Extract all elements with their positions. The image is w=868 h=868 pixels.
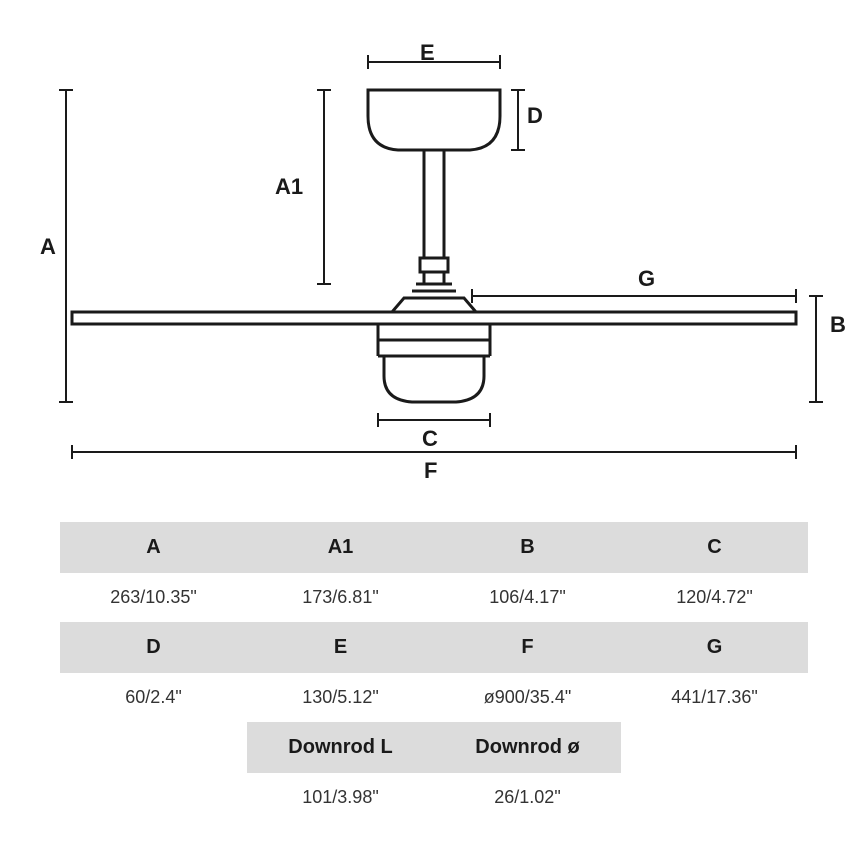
table-row-3-val: 101/3.98" 26/1.02" bbox=[60, 773, 808, 822]
table-row-2-val: 60/2.4" 130/5.12" ø900/35.4" 441/17.36" bbox=[60, 673, 808, 722]
table-row-1-val: 263/10.35" 173/6.81" 106/4.17" 120/4.72" bbox=[60, 573, 808, 622]
fan-diagram: E D A1 A G B C F bbox=[0, 0, 868, 490]
head-F: F bbox=[434, 622, 621, 673]
val-downrod-L: 101/3.98" bbox=[247, 773, 434, 822]
val-E: 130/5.12" bbox=[247, 673, 434, 722]
table-row-1-head: A A1 B C bbox=[60, 522, 808, 573]
head-B: B bbox=[434, 522, 621, 573]
head-C: C bbox=[621, 522, 808, 573]
val-A: 263/10.35" bbox=[60, 573, 247, 622]
head-A1: A1 bbox=[247, 522, 434, 573]
val-C: 120/4.72" bbox=[621, 573, 808, 622]
val-F: ø900/35.4" bbox=[434, 673, 621, 722]
label-A1: A1 bbox=[275, 174, 303, 200]
val-A1: 173/6.81" bbox=[247, 573, 434, 622]
head-E: E bbox=[247, 622, 434, 673]
label-A: A bbox=[40, 234, 56, 260]
dimensions-table: A A1 B C 263/10.35" 173/6.81" 106/4.17" … bbox=[60, 522, 808, 822]
table-row-3-head: Downrod L Downrod ø bbox=[60, 722, 808, 773]
label-G: G bbox=[638, 266, 655, 292]
label-C: C bbox=[422, 426, 438, 452]
label-F: F bbox=[424, 458, 437, 484]
val-B: 106/4.17" bbox=[434, 573, 621, 622]
head-downrod-L: Downrod L bbox=[247, 722, 434, 773]
label-E: E bbox=[420, 40, 435, 66]
head-A: A bbox=[60, 522, 247, 573]
label-D: D bbox=[527, 103, 543, 129]
val-G: 441/17.36" bbox=[621, 673, 808, 722]
table-row-2-head: D E F G bbox=[60, 622, 808, 673]
val-D: 60/2.4" bbox=[60, 673, 247, 722]
val-downrod-d: 26/1.02" bbox=[434, 773, 621, 822]
head-G: G bbox=[621, 622, 808, 673]
fan-svg bbox=[0, 0, 868, 490]
head-D: D bbox=[60, 622, 247, 673]
label-B: B bbox=[830, 312, 846, 338]
head-downrod-d: Downrod ø bbox=[434, 722, 621, 773]
